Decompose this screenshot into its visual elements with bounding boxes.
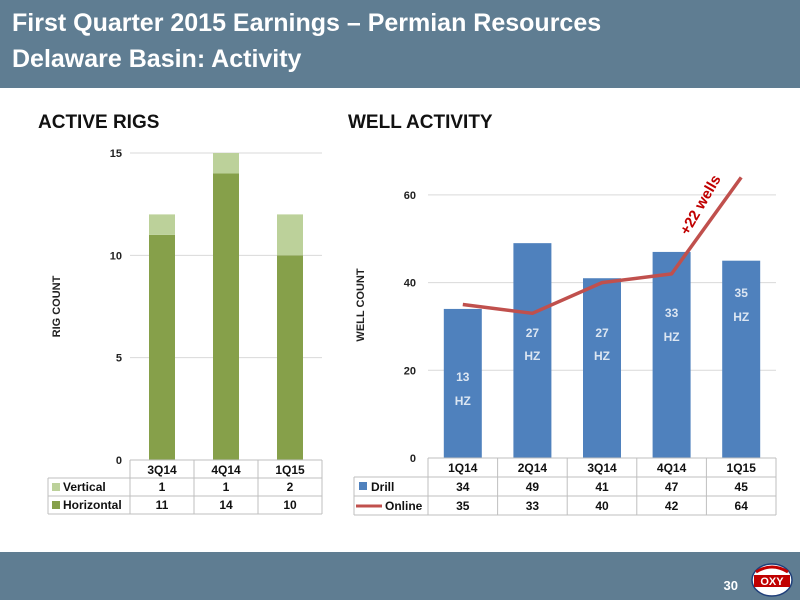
wells-legend-label: Drill: [371, 480, 394, 494]
rigs-table-value: 2: [287, 480, 294, 494]
rigs-bar-vertical: [277, 214, 303, 256]
rigs-bar-vertical: [213, 153, 239, 174]
wells-category-label: 3Q14: [587, 461, 617, 475]
wells-category-label: 2Q14: [518, 461, 548, 475]
wells-y-tick-label: 60: [404, 190, 416, 202]
rigs-bar-horizontal: [149, 234, 175, 460]
wells-y-tick-label: 0: [410, 453, 416, 465]
rigs-legend-label: Horizontal: [63, 498, 122, 512]
wells-table-value: 33: [526, 499, 540, 513]
wells-legend-label: Online: [385, 499, 423, 513]
wells-bar-drill: [722, 260, 761, 458]
wells-legend-swatch-drill: [359, 482, 367, 490]
wells-bar-label-unit: HZ: [524, 349, 540, 363]
wells-bar-label-unit: HZ: [733, 310, 749, 324]
wells-y-axis-label: WELL COUNT: [355, 268, 367, 341]
wells-bar-drill: [583, 278, 621, 458]
wells-table-value: 42: [665, 499, 679, 513]
wells-bar-label-number: 27: [526, 326, 540, 340]
wells-category-label: 1Q14: [448, 461, 478, 475]
rigs-legend-swatch: [52, 483, 60, 491]
wells-table-value: 40: [595, 499, 609, 513]
rigs-y-tick-label: 5: [116, 353, 122, 365]
wells-bar-label-number: 27: [595, 326, 609, 340]
rigs-y-tick-label: 15: [110, 148, 122, 160]
wells-bar-label-number: 13: [456, 370, 470, 384]
wells-bar-label-unit: HZ: [594, 349, 610, 363]
wells-bar-label-unit: HZ: [455, 394, 471, 408]
rigs-category-label: 3Q14: [147, 463, 177, 477]
slide-title: First Quarter 2015 Earnings – Permian Re…: [12, 9, 602, 37]
rigs-category-label: 4Q14: [211, 463, 241, 477]
wells-chart-title: WELL ACTIVITY: [348, 112, 493, 133]
wells-table-value: 49: [526, 480, 540, 494]
rigs-legend-label: Vertical: [63, 480, 106, 494]
rigs-table-value: 14: [219, 498, 233, 512]
wells-table-value: 47: [665, 480, 679, 494]
wells-table-value: 34: [456, 480, 470, 494]
wells-category-label: 4Q14: [657, 461, 687, 475]
rigs-table-value: 1: [223, 480, 230, 494]
wells-bar-drill: [652, 251, 691, 458]
wells-y-tick-label: 40: [404, 278, 416, 290]
wells-bar-label-number: 35: [735, 286, 749, 300]
wells-table-value: 64: [735, 499, 749, 513]
wells-y-tick-label: 20: [404, 365, 416, 377]
rigs-table-value: 10: [283, 498, 297, 512]
wells-category-label: 1Q15: [727, 461, 757, 475]
oxy-logo: OXY: [751, 563, 793, 597]
rigs-bar-horizontal: [213, 173, 239, 460]
rigs-table-value: 1: [159, 480, 166, 494]
rigs-y-axis-label: RIG COUNT: [51, 275, 63, 337]
rigs-bar-vertical: [149, 214, 175, 235]
rigs-chart-title: ACTIVE RIGS: [38, 112, 160, 133]
wells-table-value: 45: [735, 480, 749, 494]
slide-subtitle: Delaware Basin: Activity: [12, 45, 302, 73]
wells-table-value: 35: [456, 499, 470, 513]
wells-bar-drill: [443, 308, 482, 458]
rigs-bar-horizontal: [277, 255, 303, 460]
wells-bar-label-number: 33: [665, 306, 679, 320]
rigs-y-tick-label: 10: [110, 250, 122, 262]
rigs-table-value: 11: [156, 498, 169, 512]
wells-line-online: [462, 176, 743, 316]
wells-annotation: +22 wells: [677, 172, 725, 238]
rigs-legend-swatch: [52, 501, 60, 509]
slide-header: First Quarter 2015 Earnings – Permian Re…: [0, 0, 800, 88]
wells-bar-label-unit: HZ: [664, 330, 680, 344]
page-number: 30: [723, 578, 738, 593]
wells-table-value: 41: [595, 480, 609, 494]
logo-text: OXY: [760, 576, 784, 588]
rigs-y-tick-label: 0: [116, 455, 122, 467]
rigs-category-label: 1Q15: [275, 463, 305, 477]
wells-bar-drill: [513, 243, 552, 458]
slide-footer: [0, 552, 800, 600]
